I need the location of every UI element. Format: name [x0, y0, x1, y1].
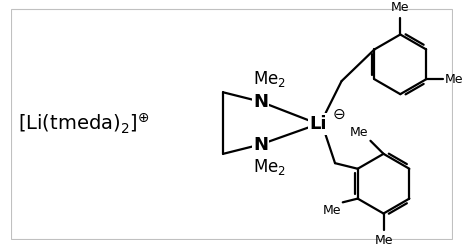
FancyBboxPatch shape	[11, 9, 452, 239]
Text: Me: Me	[322, 204, 341, 217]
Text: Me: Me	[391, 1, 410, 14]
Text: $\ominus$: $\ominus$	[332, 107, 346, 122]
Text: Me$_2$: Me$_2$	[253, 69, 286, 89]
Text: Me: Me	[374, 234, 393, 247]
Text: N: N	[253, 135, 268, 154]
Text: $[\mathrm{Li(tmeda)_2}]^{\oplus}$: $[\mathrm{Li(tmeda)_2}]^{\oplus}$	[18, 112, 149, 136]
Text: Me$_2$: Me$_2$	[253, 157, 286, 177]
Text: Me: Me	[350, 126, 369, 139]
Text: Me: Me	[445, 73, 463, 86]
Text: N: N	[253, 93, 268, 111]
Text: Li: Li	[310, 115, 327, 133]
